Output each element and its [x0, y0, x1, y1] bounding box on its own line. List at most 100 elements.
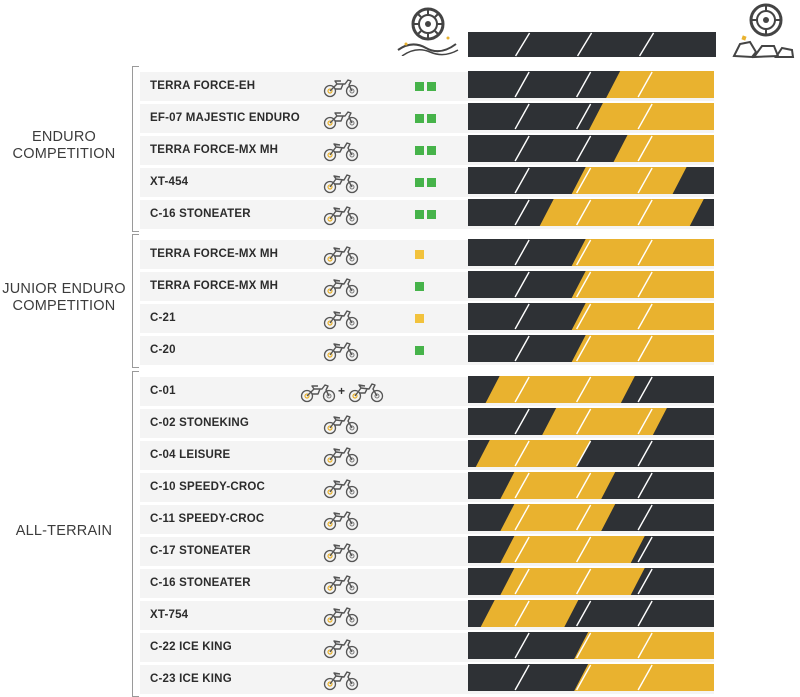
bar-divider [576, 71, 592, 98]
bar-divider [514, 32, 531, 57]
terrain-range-segment [571, 167, 687, 194]
group-label: ALL-TERRAIN [0, 523, 128, 540]
bar-divider [576, 568, 592, 595]
tire-model-name: C-21 [150, 312, 176, 324]
group-label-line: COMPETITION [12, 298, 116, 314]
motocross-bike-icon [323, 171, 359, 194]
table-row: TERRA FORCE-MX MH [140, 239, 714, 269]
bar-divider [514, 664, 530, 691]
tire-model-name: TERRA FORCE-EH [150, 80, 256, 92]
bar-divider [637, 71, 653, 98]
bar-divider [514, 536, 530, 563]
bar-divider [514, 199, 530, 226]
bar-divider [576, 103, 592, 130]
bar-divider [637, 568, 653, 595]
terrain-scale-header-bar [468, 32, 716, 57]
terrain-range-bar [468, 303, 714, 330]
terrain-range-segment [485, 376, 635, 403]
enduro-bike-icon [300, 380, 336, 403]
tire-model-name: C-16 STONEATER [150, 208, 251, 220]
terrain-range-segment [571, 271, 714, 298]
terrain-range-segment [588, 103, 714, 130]
rating-square-yellow [415, 250, 424, 259]
bar-divider [514, 632, 530, 659]
bar-divider [576, 600, 592, 627]
bar-divider [576, 303, 592, 330]
terrain-range-bar [468, 239, 714, 266]
bar-divider [514, 408, 530, 435]
bar-divider [637, 135, 653, 162]
motocross-bike-icon [323, 275, 359, 298]
motocross-bike-icon [323, 508, 359, 531]
bar-divider [514, 335, 530, 362]
motocross-bike-icon [323, 572, 359, 595]
tire-model-name: TERRA FORCE-MX MH [150, 248, 279, 260]
tire-rocks-icon [732, 3, 795, 59]
table-row: C-16 STONEATER [140, 568, 714, 598]
rating-square-green [415, 178, 424, 187]
group-label-line: COMPETITION [12, 146, 116, 162]
table-row: C-16 STONEATER [140, 199, 714, 229]
bar-divider [637, 504, 653, 531]
table-row: C-22 ICE KING [140, 632, 714, 662]
terrain-range-bar [468, 376, 714, 403]
terrain-range-segment [574, 632, 714, 659]
terrain-range-bar [468, 440, 714, 467]
bar-divider [637, 103, 653, 130]
terrain-range-segment [475, 440, 591, 467]
bar-divider [514, 440, 530, 467]
bar-divider [576, 239, 592, 266]
bar-divider [514, 504, 530, 531]
bar-divider [514, 103, 530, 130]
table-row: C-04 LEISURE [140, 440, 714, 470]
rating-square-green [427, 178, 436, 187]
rating-square-green [415, 282, 424, 291]
tire-model-name: C-02 STONEKING [150, 417, 250, 429]
terrain-range-bar [468, 600, 714, 627]
motocross-bike-icon [323, 476, 359, 499]
terrain-range-bar [468, 135, 714, 162]
motocross-bike-icon [323, 203, 359, 226]
motocross-bike-icon [323, 444, 359, 467]
terrain-range-bar [468, 335, 714, 362]
terrain-range-bar [468, 536, 714, 563]
bar-divider [637, 303, 653, 330]
bar-divider [576, 32, 593, 57]
terrain-range-segment [500, 472, 616, 499]
table-row: C-17 STONEATER [140, 536, 714, 566]
tire-model-name: C-16 STONEATER [150, 577, 251, 589]
bar-divider [576, 335, 592, 362]
tire-model-name: XT-454 [150, 176, 189, 188]
bar-divider [637, 376, 653, 403]
bar-divider [514, 271, 530, 298]
terrain-range-segment [571, 239, 714, 266]
rating-square-green [415, 114, 424, 123]
tire-model-name: C-22 ICE KING [150, 641, 232, 653]
group-label: ENDURO COMPETITION [0, 129, 128, 163]
rating-square-green [415, 146, 424, 155]
terrain-range-segment [539, 199, 704, 226]
bar-divider [576, 440, 592, 467]
bar-divider [576, 632, 592, 659]
bar-divider [576, 135, 592, 162]
motocross-bike-icon [323, 540, 359, 563]
terrain-range-segment [571, 335, 714, 362]
bar-divider [514, 71, 530, 98]
terrain-range-segment [500, 504, 616, 531]
table-row: C-21 [140, 303, 714, 333]
bar-divider [514, 303, 530, 330]
terrain-range-segment [613, 135, 714, 162]
bar-divider [514, 600, 530, 627]
group-label-line: ALL-TERRAIN [15, 522, 113, 539]
bar-divider [637, 335, 653, 362]
group-label: JUNIOR ENDURO COMPETITION [0, 281, 128, 315]
terrain-range-segment [574, 664, 714, 691]
group-bracket [132, 371, 139, 697]
rating-square-green [415, 346, 424, 355]
bar-divider [637, 440, 653, 467]
terrain-range-bar [468, 408, 714, 435]
terrain-range-bar [468, 103, 714, 130]
bar-divider [576, 408, 592, 435]
bar-divider [638, 32, 655, 57]
tire-model-name: EF-07 MAJESTIC ENDURO [150, 112, 300, 124]
